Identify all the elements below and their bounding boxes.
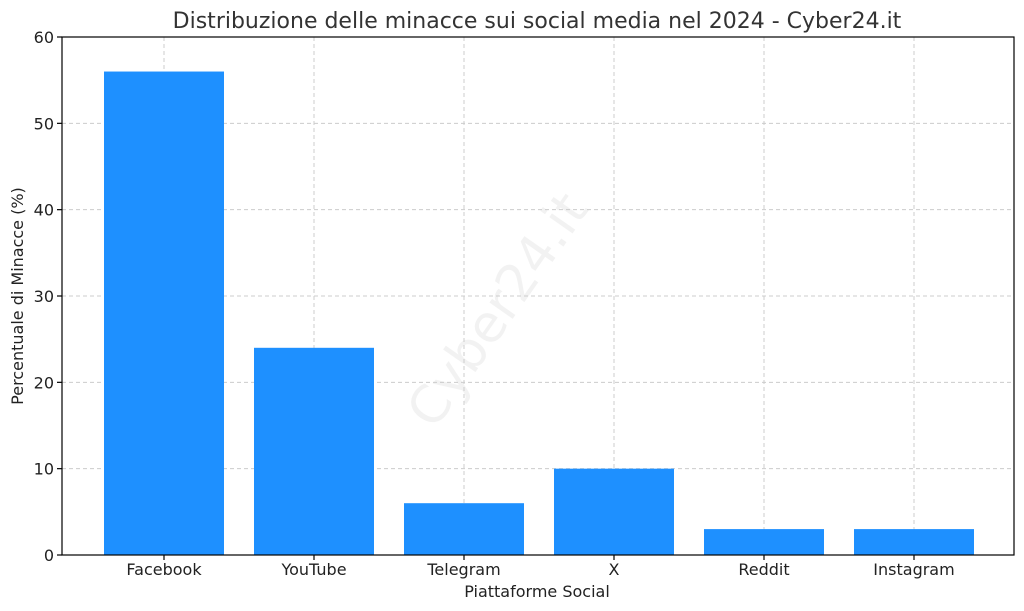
bars [104,71,974,556]
x-axis-label: Piattaforme Social [464,582,610,601]
chart-watermark: Cyber24.it [396,182,601,438]
y-axis-label: Percentuale di Minacce (%) [8,187,27,405]
x-tick-label: Telegram [426,560,500,579]
x-ticks: Facebook YouTube Telegram X Reddit Instagram [126,555,955,579]
y-tick-label: 30 [34,287,54,306]
y-tick-label: 0 [44,546,54,565]
bar-youtube [254,347,374,555]
x-tick-label: Instagram [873,560,954,579]
x-tick-label: Reddit [738,560,789,579]
bar-x [554,468,674,555]
x-tick-label: Facebook [126,560,202,579]
x-tick-label: X [609,560,620,579]
y-tick-label: 10 [34,460,54,479]
bar-facebook [104,71,224,556]
bar-instagram [854,529,974,555]
bar-telegram [404,503,524,555]
x-tick-label: YouTube [280,560,346,579]
y-tick-label: 40 [34,201,54,220]
chart-title: Distribuzione delle minacce sui social m… [173,9,902,34]
bar-reddit [704,529,824,555]
y-tick-label: 20 [34,373,54,392]
y-ticks: 0 10 20 30 40 50 60 [34,28,62,565]
y-tick-label: 60 [34,28,54,47]
y-tick-label: 50 [34,114,54,133]
